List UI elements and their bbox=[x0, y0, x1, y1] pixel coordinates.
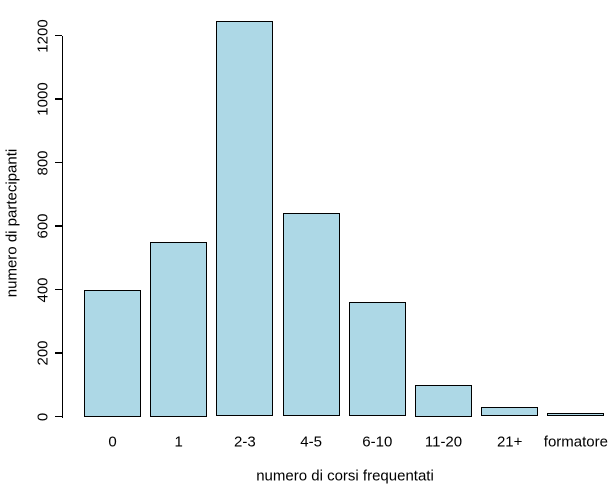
y-axis-tick bbox=[54, 98, 62, 100]
y-axis-tick bbox=[54, 415, 62, 418]
y-axis-tick bbox=[54, 34, 62, 37]
bar-4-5 bbox=[282, 213, 340, 417]
y-axis-tick-label: 1000 bbox=[34, 82, 52, 116]
x-axis-tick-label: 0 bbox=[108, 433, 117, 450]
bar-1 bbox=[150, 241, 208, 417]
y-axis-tick bbox=[54, 225, 62, 227]
y-axis-tick-label: 400 bbox=[34, 276, 52, 303]
bar-formatore bbox=[547, 413, 605, 417]
x-axis-tick-label: 6-10 bbox=[362, 433, 393, 450]
x-axis-tick-label: 4-5 bbox=[300, 433, 322, 450]
bar-0 bbox=[84, 289, 141, 417]
y-axis-tick-label: 0 bbox=[34, 412, 52, 421]
bar-6-10 bbox=[348, 302, 406, 417]
y-axis-tick-label: 200 bbox=[34, 340, 52, 366]
y-axis-tick bbox=[54, 161, 62, 164]
x-axis-tick-label: formatore bbox=[543, 433, 608, 450]
x-axis-title: numero di corsi frequentati bbox=[256, 467, 434, 485]
y-axis-tick bbox=[54, 288, 62, 291]
x-axis-tick-label: 21+ bbox=[496, 433, 523, 450]
y-axis-line bbox=[61, 35, 63, 418]
x-axis-tick-label: 1 bbox=[174, 433, 183, 450]
x-axis-tick-label: 2-3 bbox=[234, 433, 256, 450]
bar-21+ bbox=[481, 406, 539, 417]
y-axis-title: numero di partecipanti bbox=[3, 148, 21, 298]
y-axis-tick-label: 600 bbox=[34, 213, 52, 239]
y-axis-tick-label: 800 bbox=[34, 149, 52, 176]
y-axis-tick-label: 1200 bbox=[34, 18, 52, 53]
y-axis-tick bbox=[54, 352, 62, 354]
bar-11-20 bbox=[415, 384, 472, 417]
bar-2-3 bbox=[216, 21, 274, 417]
x-axis-tick-label: 11-20 bbox=[424, 433, 463, 450]
